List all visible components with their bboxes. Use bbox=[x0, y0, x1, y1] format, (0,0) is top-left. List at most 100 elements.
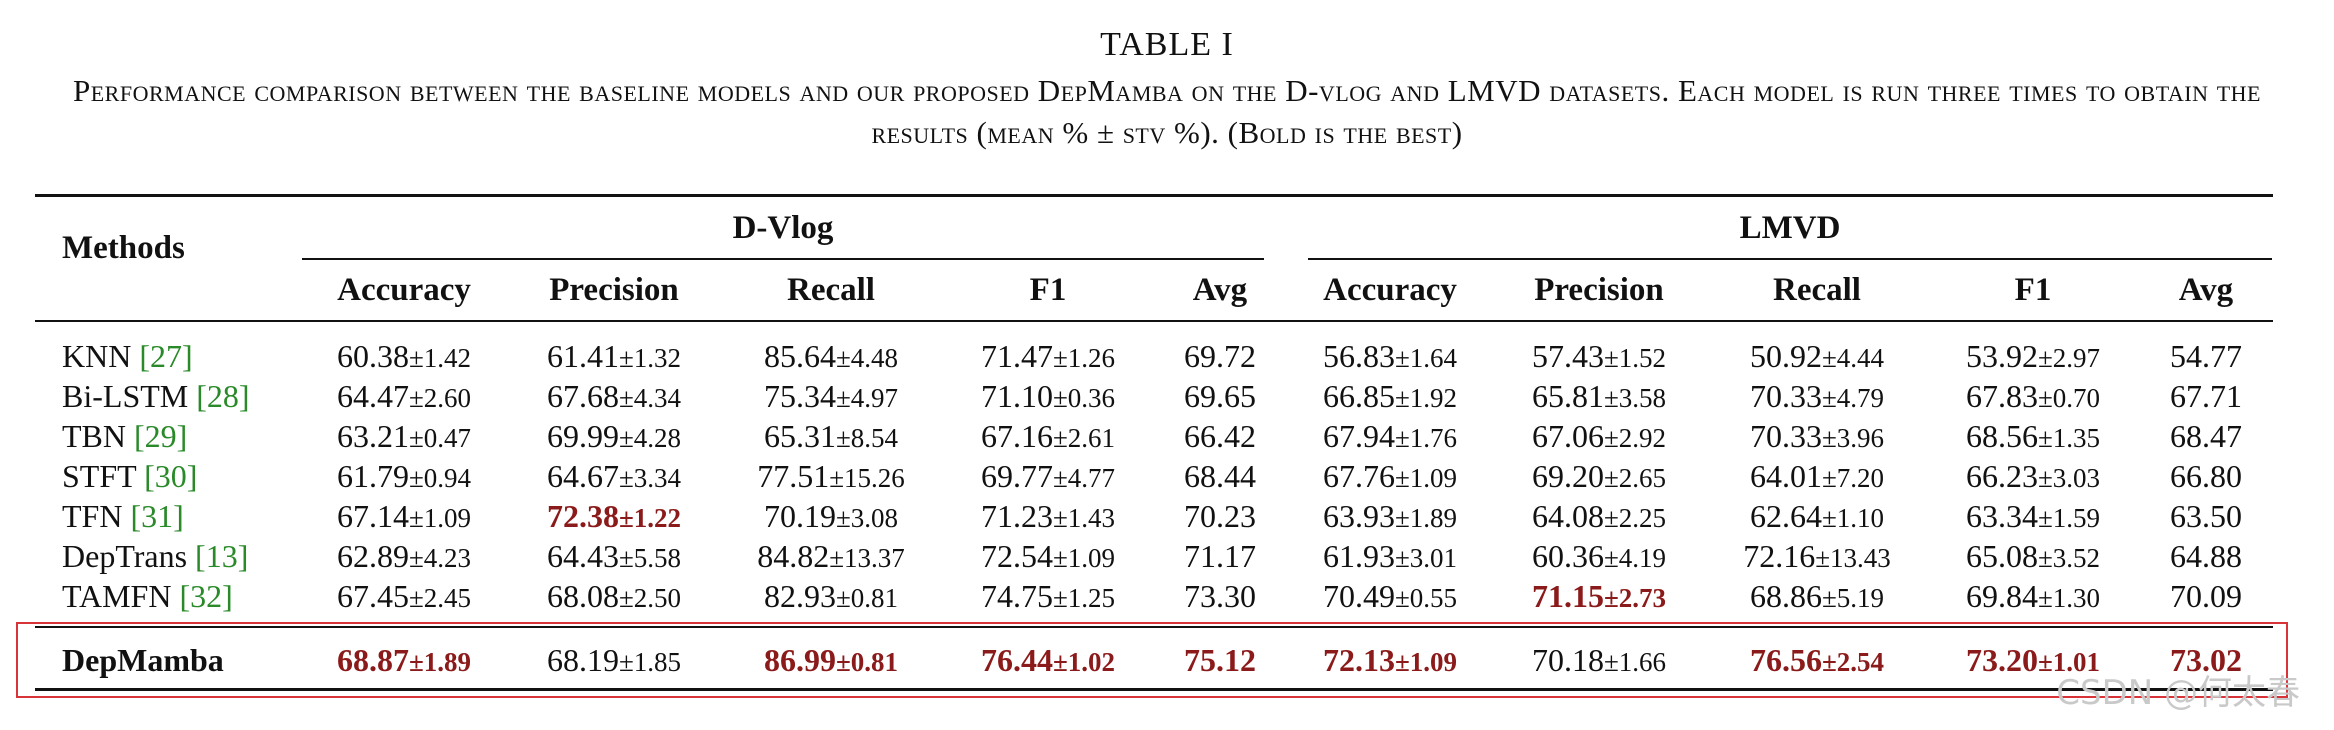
cell-mean: 72.54 bbox=[980, 538, 1053, 574]
cell-std: ±0.70 bbox=[2037, 383, 2101, 413]
cell-mean: 84.82 bbox=[757, 538, 830, 574]
cell-std: ±4.48 bbox=[835, 343, 899, 373]
method-name: TAMFN [32] bbox=[62, 576, 233, 616]
metric-header-recall: Recall bbox=[1773, 272, 1861, 308]
method-name-proposed: DepMamba bbox=[62, 640, 224, 680]
cell-mean: 63.21 bbox=[336, 418, 409, 454]
top-rule bbox=[35, 194, 2273, 197]
cell-mean: 69.72 bbox=[1184, 338, 1256, 374]
table-cell: 64.43±5.58 bbox=[547, 536, 681, 578]
metric-header-precision: Precision bbox=[1534, 272, 1664, 308]
table-cell: 67.45±2.45 bbox=[337, 576, 471, 618]
method-label: Bi-LSTM bbox=[62, 378, 189, 414]
cell-std: ±1.35 bbox=[2037, 423, 2101, 453]
cell-mean: 63.50 bbox=[2170, 498, 2242, 534]
table-cell: 66.42 bbox=[1184, 416, 1256, 456]
cell-std: ±1.76 bbox=[1394, 423, 1458, 453]
table-cell: 67.06±2.92 bbox=[1532, 416, 1666, 458]
mid-rule bbox=[35, 626, 2273, 628]
cell-mean: 75.12 bbox=[1184, 642, 1256, 678]
citation-link[interactable]: [28] bbox=[188, 378, 250, 414]
cell-mean: 53.92 bbox=[1965, 338, 2038, 374]
table-cell: 73.20±1.01 bbox=[1966, 640, 2100, 682]
cell-std: ±1.85 bbox=[618, 647, 682, 677]
table-cell: 65.08±3.52 bbox=[1966, 536, 2100, 578]
citation-link[interactable]: [27] bbox=[131, 338, 193, 374]
citation-link[interactable]: [31] bbox=[122, 498, 184, 534]
table-cell: 56.83±1.64 bbox=[1323, 336, 1457, 378]
table-cell: 70.49±0.55 bbox=[1323, 576, 1457, 618]
table-caption-body: Performance comparison between the basel… bbox=[73, 73, 2261, 150]
table-cell: 72.38±1.22 bbox=[547, 496, 681, 538]
table-cell: 67.16±2.61 bbox=[981, 416, 1115, 458]
cell-mean: 68.56 bbox=[1965, 418, 2038, 454]
cell-mean: 77.51 bbox=[757, 458, 830, 494]
cell-std: ±1.92 bbox=[1394, 383, 1458, 413]
cell-mean: 64.01 bbox=[1749, 458, 1822, 494]
citation-link[interactable]: [30] bbox=[136, 458, 198, 494]
table-cell: 68.86±5.19 bbox=[1750, 576, 1884, 618]
citation-link[interactable]: [13] bbox=[187, 538, 249, 574]
cell-std: ±4.44 bbox=[1821, 343, 1885, 373]
table-cell: 71.17 bbox=[1184, 536, 1256, 576]
table-cell: 76.56±2.54 bbox=[1750, 640, 1884, 682]
cell-mean: 65.08 bbox=[1965, 538, 2038, 574]
cell-mean: 62.89 bbox=[336, 538, 409, 574]
methods-header: Methods bbox=[62, 230, 185, 266]
table-cell: 69.77±4.77 bbox=[981, 456, 1115, 498]
cell-std: ±0.81 bbox=[835, 583, 899, 613]
method-name: TBN [29] bbox=[62, 416, 187, 456]
method-name: STFT [30] bbox=[62, 456, 197, 496]
table-cell: 68.08±2.50 bbox=[547, 576, 681, 618]
table-cell: 68.56±1.35 bbox=[1966, 416, 2100, 458]
method-label: TFN bbox=[62, 498, 123, 534]
cell-std: ±4.97 bbox=[835, 383, 899, 413]
table-cell: 69.84±1.30 bbox=[1966, 576, 2100, 618]
table-cell: 70.33±3.96 bbox=[1750, 416, 1884, 458]
citation-link[interactable]: [32] bbox=[171, 578, 233, 614]
table-cell: 64.67±3.34 bbox=[547, 456, 681, 498]
cell-std: ±5.19 bbox=[1821, 583, 1885, 613]
cell-mean: 67.83 bbox=[1965, 378, 2038, 414]
table-cell: 64.01±7.20 bbox=[1750, 456, 1884, 498]
table-cell: 73.02 bbox=[2170, 640, 2242, 680]
table-cell: 72.54±1.09 bbox=[981, 536, 1115, 578]
table-cell: 67.76±1.09 bbox=[1323, 456, 1457, 498]
table-cell: 86.99±0.81 bbox=[764, 640, 898, 682]
cell-mean: 67.94 bbox=[1322, 418, 1395, 454]
cell-mean: 66.42 bbox=[1184, 418, 1256, 454]
metric-header-accuracy: Accuracy bbox=[1323, 272, 1457, 308]
cell-std: ±1.25 bbox=[1052, 583, 1116, 613]
citation-link[interactable]: [29] bbox=[126, 418, 188, 454]
cell-std: ±0.94 bbox=[408, 463, 472, 493]
cell-mean: 70.23 bbox=[1184, 498, 1256, 534]
cell-mean: 68.19 bbox=[546, 642, 619, 678]
metric-header-avg: Avg bbox=[1192, 272, 1248, 308]
cell-std: ±1.09 bbox=[408, 503, 472, 533]
cell-mean: 72.13 bbox=[1322, 642, 1395, 678]
cell-std: ±2.45 bbox=[408, 583, 472, 613]
group-header-lmvd: LMVD bbox=[1739, 210, 1841, 246]
table-cell: 62.89±4.23 bbox=[337, 536, 471, 578]
method-label: STFT bbox=[62, 458, 137, 494]
cell-mean: 67.68 bbox=[546, 378, 619, 414]
cell-mean: 76.56 bbox=[1749, 642, 1822, 678]
cell-std: ±3.03 bbox=[2037, 463, 2101, 493]
cell-std: ±2.25 bbox=[1603, 503, 1667, 533]
table-cell: 71.23±1.43 bbox=[981, 496, 1115, 538]
cell-mean: 65.31 bbox=[763, 418, 836, 454]
table-cell: 68.44 bbox=[1184, 456, 1256, 496]
method-label: TAMFN bbox=[62, 578, 172, 614]
table-cell: 62.64±1.10 bbox=[1750, 496, 1884, 538]
cell-mean: 86.99 bbox=[763, 642, 836, 678]
cell-mean: 66.85 bbox=[1322, 378, 1395, 414]
metric-header-f1: F1 bbox=[1029, 272, 1067, 308]
cell-mean: 64.88 bbox=[2170, 538, 2242, 574]
cell-mean: 67.06 bbox=[1531, 418, 1604, 454]
table-cell: 69.65 bbox=[1184, 376, 1256, 416]
cell-std: ±2.65 bbox=[1603, 463, 1667, 493]
table-cell: 68.47 bbox=[2170, 416, 2242, 456]
cell-std: ±1.01 bbox=[2037, 647, 2101, 677]
cell-mean: 71.15 bbox=[1531, 578, 1604, 614]
table-cell: 60.38±1.42 bbox=[337, 336, 471, 378]
